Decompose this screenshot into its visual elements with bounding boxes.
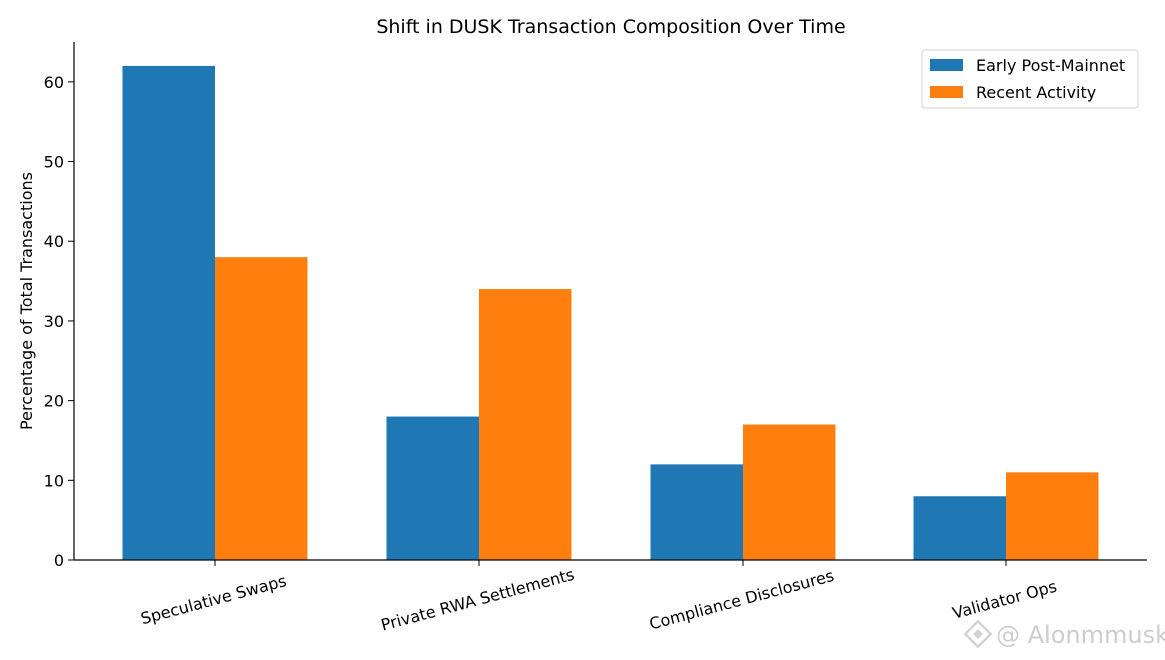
bar-recent-1 [215, 257, 308, 560]
x-tick-label: Validator Ops [950, 577, 1058, 623]
y-tick-label: 40 [44, 232, 64, 251]
bar-early-3 [650, 464, 743, 560]
x-axis: Speculative Swaps Private RWA Settlements… [74, 559, 1147, 635]
legend-swatch [930, 59, 963, 71]
watermark-text: @ Alonmmusk [996, 621, 1165, 649]
legend-label: Early Post-Mainnet [976, 56, 1125, 75]
bar-recent-2 [479, 289, 572, 560]
y-axis: 0 10 20 30 40 50 60 [44, 42, 75, 570]
y-tick-label: 50 [44, 153, 64, 172]
bar-early-1 [122, 65, 215, 561]
y-tick-label: 60 [44, 73, 64, 92]
bars-layer [122, 65, 1099, 561]
bar-early-2 [386, 416, 479, 560]
x-tick-label: Private RWA Settlements [379, 565, 576, 635]
bar-recent-3 [743, 424, 836, 560]
legend: Early Post-Mainnet Recent Activity [921, 49, 1139, 109]
legend-label: Recent Activity [976, 83, 1096, 102]
diamond-logo-icon [963, 619, 993, 649]
watermark: @ Alonmmusk [963, 619, 1165, 649]
y-tick-label: 30 [44, 312, 64, 331]
y-axis-title: Percentage of Total Transactions [17, 172, 36, 430]
x-tick-label: Compliance Disclosures [647, 566, 836, 634]
x-tick-label: Speculative Swaps [139, 571, 289, 628]
legend-swatch [930, 86, 963, 98]
y-tick-label: 20 [44, 392, 64, 411]
legend-frame [921, 49, 1139, 109]
chart-title: Shift in DUSK Transaction Composition Ov… [376, 16, 845, 38]
bar-early-4 [913, 496, 1006, 560]
legend-items: Early Post-Mainnet Recent Activity [930, 56, 1125, 102]
y-tick-label: 0 [54, 551, 64, 570]
y-tick-label: 10 [44, 471, 64, 490]
bar-recent-4 [1006, 472, 1099, 560]
